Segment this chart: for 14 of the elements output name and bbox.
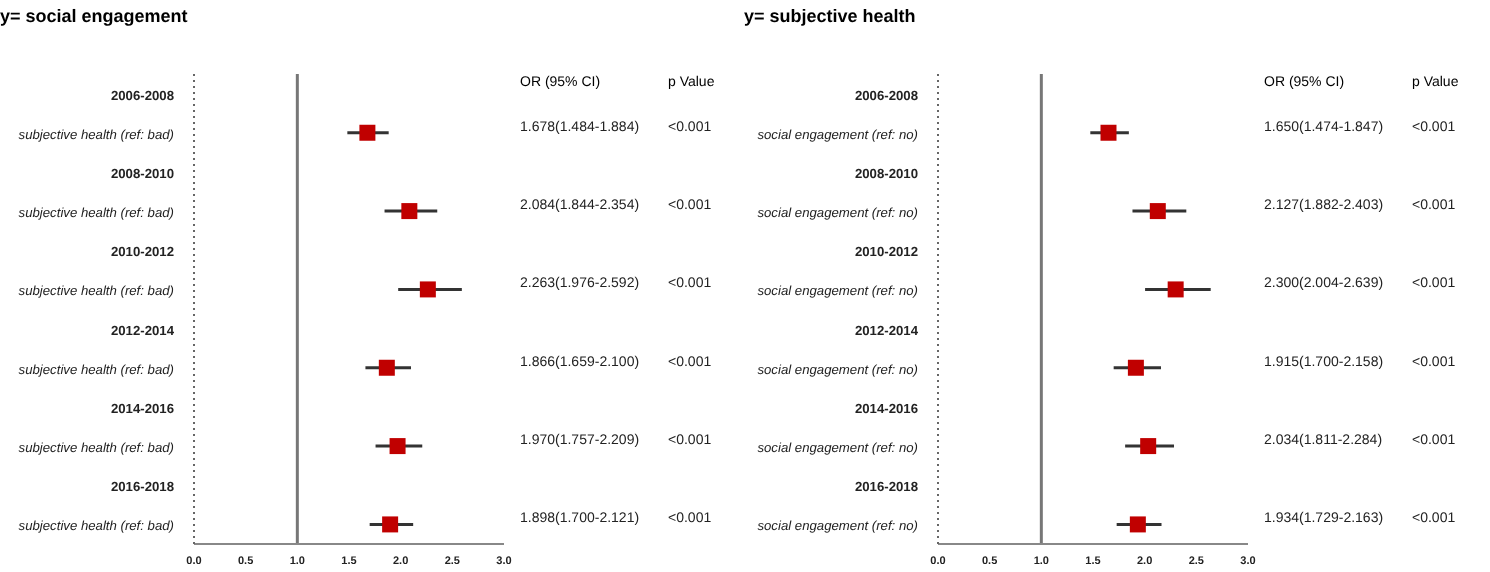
point: [1140, 438, 1157, 455]
point: [382, 516, 399, 533]
chart-title: y= subjective health: [744, 6, 916, 26]
point: [1167, 281, 1184, 298]
point: [389, 438, 406, 455]
chart-title: y= social engagement: [0, 6, 188, 26]
point: [401, 203, 418, 220]
point: [1149, 203, 1166, 220]
point: [378, 359, 395, 376]
point: [1127, 359, 1144, 376]
point: [359, 124, 376, 141]
point: [1100, 124, 1117, 141]
point: [1129, 516, 1146, 533]
point: [419, 281, 436, 298]
